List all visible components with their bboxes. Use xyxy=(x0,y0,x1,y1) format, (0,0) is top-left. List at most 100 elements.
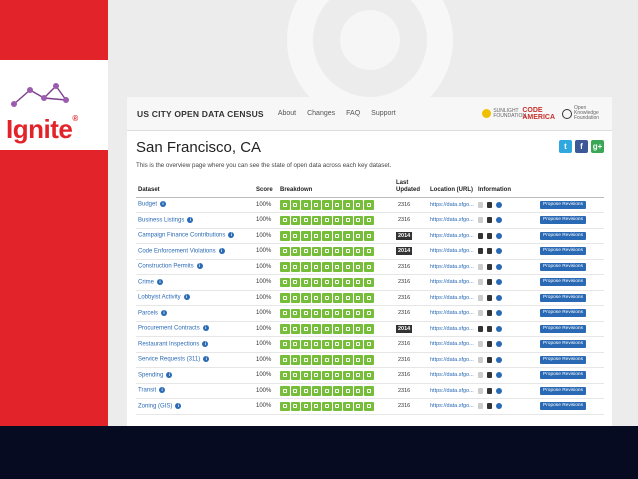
info-icon[interactable] xyxy=(496,263,502,270)
info-icon[interactable] xyxy=(496,279,502,286)
document-icon[interactable] xyxy=(487,403,492,410)
info-icon[interactable]: i xyxy=(160,201,167,208)
dataset-link[interactable]: Budget xyxy=(138,202,158,209)
document-icon[interactable] xyxy=(478,201,483,208)
location-link[interactable]: https://data.sfgo... xyxy=(430,325,474,332)
dataset-link[interactable]: Spending xyxy=(138,372,164,379)
location-link[interactable]: https://data.sfgo... xyxy=(430,263,474,270)
location-link[interactable]: https://data.sfgo... xyxy=(430,403,474,410)
info-icon[interactable] xyxy=(496,232,502,239)
document-icon[interactable] xyxy=(478,341,483,348)
info-icon[interactable] xyxy=(496,248,502,255)
propose-revisions-button[interactable]: Propose Revisions xyxy=(540,340,586,349)
document-icon[interactable] xyxy=(487,325,492,332)
propose-revisions-button[interactable]: Propose Revisions xyxy=(540,293,586,302)
info-icon[interactable]: i xyxy=(202,325,209,332)
dataset-link[interactable]: Campaign Finance Contributions xyxy=(138,233,226,240)
location-link[interactable]: https://data.sfgo... xyxy=(430,248,474,255)
info-icon[interactable]: i xyxy=(196,263,203,270)
document-icon[interactable] xyxy=(487,310,492,317)
document-icon[interactable] xyxy=(487,201,492,208)
document-icon[interactable] xyxy=(487,217,492,224)
dataset-link[interactable]: Service Requests (311) xyxy=(138,357,201,364)
info-icon[interactable] xyxy=(496,356,502,363)
dataset-link[interactable]: Zoning (GIS) xyxy=(138,403,173,410)
location-link[interactable]: https://data.sfgo... xyxy=(430,341,474,348)
dataset-link[interactable]: Business Listings xyxy=(138,217,185,224)
document-icon[interactable] xyxy=(478,356,483,363)
info-icon[interactable]: i xyxy=(183,294,190,301)
info-icon[interactable]: i xyxy=(202,340,209,347)
document-icon[interactable] xyxy=(487,372,492,379)
document-icon[interactable] xyxy=(478,310,483,317)
dataset-link[interactable]: Restaurant Inspections xyxy=(138,341,200,348)
dataset-link[interactable]: Crime xyxy=(138,279,154,286)
info-icon[interactable] xyxy=(496,217,502,224)
document-icon[interactable] xyxy=(487,294,492,301)
propose-revisions-button[interactable]: Propose Revisions xyxy=(540,371,586,380)
propose-revisions-button[interactable]: Propose Revisions xyxy=(540,278,586,287)
nav-support[interactable]: Support xyxy=(371,110,396,117)
info-icon[interactable]: i xyxy=(203,356,210,363)
document-icon[interactable] xyxy=(478,232,483,239)
dataset-link[interactable]: Lobbyist Activity xyxy=(138,295,181,302)
info-icon[interactable] xyxy=(496,372,502,379)
location-link[interactable]: https://data.sfgo... xyxy=(430,279,474,286)
propose-revisions-button[interactable]: Propose Revisions xyxy=(540,200,586,209)
document-icon[interactable] xyxy=(487,263,492,270)
nav-faq[interactable]: FAQ xyxy=(346,110,361,117)
location-link[interactable]: https://data.sfgo... xyxy=(430,294,474,301)
document-icon[interactable] xyxy=(478,387,483,394)
propose-revisions-button[interactable]: Propose Revisions xyxy=(540,247,586,256)
twitter-icon[interactable]: t xyxy=(559,140,572,153)
location-link[interactable]: https://data.sfgo... xyxy=(430,387,474,394)
info-icon[interactable] xyxy=(496,310,502,317)
document-icon[interactable] xyxy=(487,248,492,255)
document-icon[interactable] xyxy=(478,372,483,379)
code-for-america-logo[interactable]: CODE AMERICA xyxy=(522,106,555,121)
sunlight-logo[interactable]: SUNLIGHT FOUNDATION xyxy=(482,108,526,119)
info-icon[interactable] xyxy=(496,341,502,348)
document-icon[interactable] xyxy=(487,341,492,348)
dataset-link[interactable]: Construction Permits xyxy=(138,264,194,271)
document-icon[interactable] xyxy=(478,403,483,410)
document-icon[interactable] xyxy=(478,294,483,301)
google-plus-icon[interactable]: g+ xyxy=(591,140,604,153)
propose-revisions-button[interactable]: Propose Revisions xyxy=(540,324,586,333)
propose-revisions-button[interactable]: Propose Revisions xyxy=(540,262,586,271)
location-link[interactable]: https://data.sfgo... xyxy=(430,217,474,224)
location-link[interactable]: https://data.sfgo... xyxy=(430,356,474,363)
location-link[interactable]: https://data.sfgo... xyxy=(430,232,474,239)
document-icon[interactable] xyxy=(478,325,483,332)
document-icon[interactable] xyxy=(478,217,483,224)
info-icon[interactable] xyxy=(496,294,502,301)
info-icon[interactable]: i xyxy=(218,247,225,254)
info-icon[interactable]: i xyxy=(157,278,163,285)
census-brand[interactable]: US CITY OPEN DATA CENSUS xyxy=(137,108,264,119)
location-link[interactable]: https://data.sfgo... xyxy=(430,201,474,208)
info-icon[interactable] xyxy=(496,387,502,394)
propose-revisions-button[interactable]: Propose Revisions xyxy=(540,402,586,411)
nav-changes[interactable]: Changes xyxy=(307,110,336,117)
info-icon[interactable] xyxy=(496,403,502,410)
propose-revisions-button[interactable]: Propose Revisions xyxy=(540,231,586,240)
document-icon[interactable] xyxy=(478,279,483,286)
propose-revisions-button[interactable]: Propose Revisions xyxy=(540,355,586,364)
location-link[interactable]: https://data.sfgo... xyxy=(430,372,474,379)
document-icon[interactable] xyxy=(487,232,492,239)
document-icon[interactable] xyxy=(487,356,492,363)
dataset-link[interactable]: Transit xyxy=(138,388,157,395)
nav-about[interactable]: About xyxy=(277,110,297,117)
info-icon[interactable]: i xyxy=(159,387,166,394)
info-icon[interactable]: i xyxy=(166,371,173,378)
dataset-link[interactable]: Code Enforcement Violations xyxy=(138,248,216,255)
document-icon[interactable] xyxy=(478,248,483,255)
location-link[interactable]: https://data.sfgo... xyxy=(430,310,474,317)
info-icon[interactable]: i xyxy=(161,309,168,316)
info-icon[interactable] xyxy=(496,201,502,208)
okfn-logo[interactable]: Open Knowledge Foundation xyxy=(562,106,602,121)
propose-revisions-button[interactable]: Propose Revisions xyxy=(540,216,586,225)
info-icon[interactable]: i xyxy=(187,216,194,223)
document-icon[interactable] xyxy=(487,279,492,286)
info-icon[interactable] xyxy=(496,325,502,332)
